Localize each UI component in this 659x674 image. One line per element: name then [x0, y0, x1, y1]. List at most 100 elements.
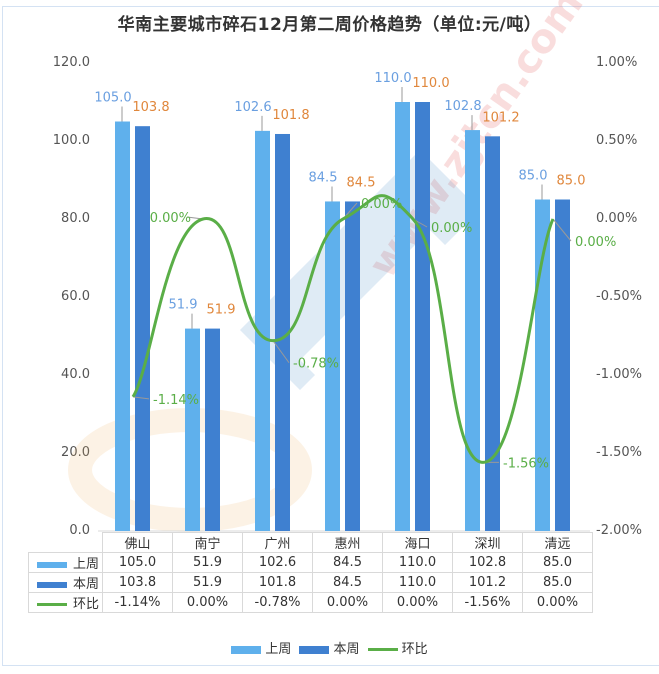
table-cell: 0.00% — [382, 592, 453, 613]
table-cell: 51.9 — [172, 552, 243, 573]
change-line — [131, 194, 555, 464]
table-cell: 84.5 — [312, 552, 383, 573]
left-axis-tick: 60.0 — [61, 289, 90, 304]
bar-last-week — [185, 328, 200, 531]
left-axis-tick: 20.0 — [61, 445, 90, 460]
table-cell: 102.8 — [452, 552, 523, 573]
data-label-change: 0.00% — [575, 235, 616, 250]
bar-last-week — [465, 130, 480, 531]
this-week-swatch-icon — [36, 581, 67, 588]
table-row-key: 环比 — [28, 592, 103, 613]
bar-series — [98, 102, 590, 532]
data-label-this-week: 51.9 — [207, 303, 236, 318]
table-cell: 101.8 — [242, 572, 313, 593]
table-header-cell: 清远 — [522, 532, 593, 553]
bar-last-week — [255, 130, 270, 532]
chart-frame — [2, 6, 659, 666]
last-week-swatch-icon — [231, 645, 262, 654]
left-axis-tick: 40.0 — [61, 367, 90, 382]
data-label-change: 0.00% — [150, 211, 191, 226]
bar-this-week — [275, 133, 290, 532]
table-row-key: 上周 — [28, 552, 103, 573]
data-label-change: 0.00% — [361, 197, 402, 212]
right-axis-tick: -2.00% — [596, 523, 642, 538]
right-axis-tick: -1.50% — [596, 445, 642, 460]
table-header-row: 佛山 南宁 广州 惠州 海口 深圳 清远 — [28, 532, 593, 553]
data-table: 佛山 南宁 广州 惠州 海口 深圳 清远 上周 105.0 51.9 102.6… — [28, 532, 593, 613]
last-week-swatch-icon — [36, 561, 67, 568]
bar-last-week — [325, 201, 340, 531]
table-cell: 105.0 — [102, 552, 173, 573]
table-cell: 110.0 — [382, 552, 453, 573]
table-cell: 101.2 — [452, 572, 523, 593]
data-label-last-week: 102.8 — [444, 99, 481, 114]
chart-title: 华南主要城市碎石12月第二周价格趋势（单位:元/吨） — [117, 15, 542, 35]
bar-this-week — [485, 136, 500, 531]
legend-item-this-week[interactable]: 本周 — [299, 638, 360, 657]
chart-legend: 上周 本周 环比 — [0, 638, 659, 657]
bar-last-week — [395, 102, 410, 531]
bar-last-week — [115, 121, 130, 531]
table-cell: 0.00% — [172, 592, 243, 613]
table-header-cell: 深圳 — [452, 532, 523, 553]
table-cell: 84.5 — [312, 572, 383, 593]
legend-item-change[interactable]: 环比 — [367, 638, 428, 657]
data-label-last-week: 105.0 — [94, 91, 131, 106]
right-axis-tick: -0.50% — [596, 289, 642, 304]
table-cell: 110.0 — [382, 572, 453, 593]
table-header-cell: 南宁 — [172, 532, 243, 553]
this-week-swatch-icon — [299, 645, 330, 654]
change-line-swatch-icon — [367, 648, 398, 651]
left-axis-tick: 100.0 — [52, 133, 90, 148]
data-label-this-week: 101.8 — [272, 108, 309, 123]
data-label-this-week: 101.2 — [482, 110, 519, 125]
table-header-cell: 海口 — [382, 532, 453, 553]
table-cell: -0.78% — [242, 592, 313, 613]
left-axis-tick: 120.0 — [52, 55, 90, 70]
table-row-key: 本周 — [28, 572, 103, 593]
table-cell: 103.8 — [102, 572, 173, 593]
table-header-cell: 广州 — [242, 532, 313, 553]
data-label-change: -0.78% — [293, 357, 339, 372]
data-label-this-week: 84.5 — [347, 175, 376, 190]
data-label-this-week: 103.8 — [132, 100, 169, 115]
data-label-last-week: 51.9 — [169, 298, 198, 313]
bar-this-week — [555, 199, 570, 531]
bar-this-week — [135, 126, 150, 532]
table-header-cell: 惠州 — [312, 532, 383, 553]
table-cell: 85.0 — [522, 552, 593, 573]
data-label-this-week: 110.0 — [412, 76, 449, 91]
legend-item-last-week[interactable]: 上周 — [231, 638, 291, 657]
data-label-last-week: 85.0 — [519, 169, 548, 184]
data-label-change: 0.00% — [431, 221, 472, 236]
right-axis-tick: -1.00% — [596, 367, 642, 382]
table-cell: 85.0 — [522, 572, 593, 593]
data-label-last-week: 102.6 — [234, 100, 271, 115]
table-row: 环比 -1.14% 0.00% -0.78% 0.00% 0.00% -1.56… — [28, 592, 593, 613]
table-cell: 102.6 — [242, 552, 313, 573]
table-cell: -1.56% — [452, 592, 523, 613]
change-line-swatch-icon — [36, 603, 67, 606]
bar-this-week — [345, 201, 360, 531]
right-axis-tick: 0.00% — [596, 211, 638, 226]
right-axis-tick: 0.50% — [596, 133, 638, 148]
table-cell: 51.9 — [172, 572, 243, 593]
data-label-last-week: 84.5 — [309, 170, 338, 185]
table-row: 本周 103.8 51.9 101.8 84.5 110.0 101.2 85.… — [28, 572, 593, 593]
data-label-change: -1.14% — [153, 393, 199, 408]
bar-this-week — [205, 328, 220, 531]
table-cell: -1.14% — [102, 592, 173, 613]
data-label-change: -1.56% — [503, 456, 549, 471]
table-cell: 0.00% — [522, 592, 593, 613]
data-label-last-week: 110.0 — [374, 71, 411, 86]
table-row: 上周 105.0 51.9 102.6 84.5 110.0 102.8 85.… — [28, 552, 593, 573]
left-axis-tick: 80.0 — [61, 211, 90, 226]
table-header-cell: 佛山 — [102, 532, 173, 553]
bar-last-week — [535, 199, 550, 531]
bar-this-week — [415, 102, 430, 531]
right-axis-tick: 1.00% — [596, 55, 638, 70]
data-label-this-week: 85.0 — [557, 174, 586, 189]
table-cell: 0.00% — [312, 592, 383, 613]
